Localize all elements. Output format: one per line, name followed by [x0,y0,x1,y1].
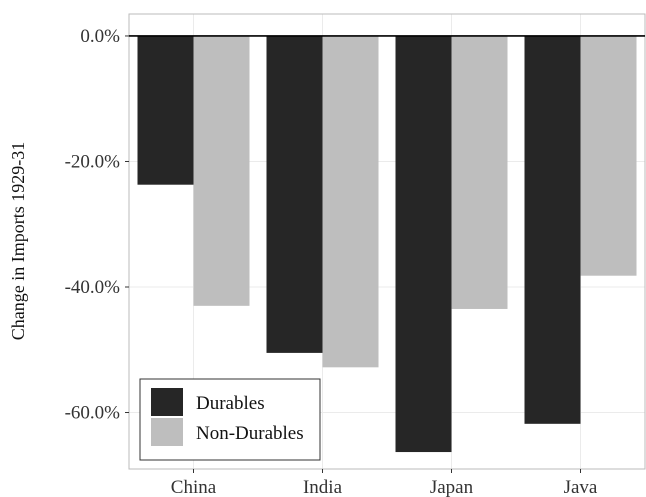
bar-java-durables [524,35,581,424]
bar-japan-durables [395,35,452,453]
x-tick-label: Java [564,477,598,497]
bar-china-non-durables [193,35,250,306]
plot-panel-border [128,13,646,470]
legend-swatch-non-durables [151,418,183,446]
legend-label-durables: Durables [196,393,265,414]
bar-java-non-durables [580,35,637,276]
legend-swatch-durables [151,388,183,416]
y-tick-label: -60.0% [65,403,121,424]
legend-label-non-durables: Non-Durables [196,423,304,444]
x-tick-label: China [171,477,217,497]
bar-india-durables [266,35,323,353]
bars [137,35,637,453]
y-axis-ticks: 0.0% -20.0% -40.0% -60.0% [65,26,129,424]
y-axis-label: Change in Imports 1929-31 [8,142,28,340]
x-tick-label: India [303,477,343,497]
bar-china-durables [137,35,194,185]
y-tick-label: -20.0% [65,151,121,172]
y-tick-label: -40.0% [65,277,121,298]
bar-india-non-durables [322,35,379,368]
x-axis-ticks: China India Japan Java [171,469,598,497]
y-tick-label: 0.0% [80,26,120,47]
bar-japan-non-durables [451,35,508,309]
legend: Durables Non-Durables [139,378,321,461]
x-tick-label: Japan [430,477,474,497]
